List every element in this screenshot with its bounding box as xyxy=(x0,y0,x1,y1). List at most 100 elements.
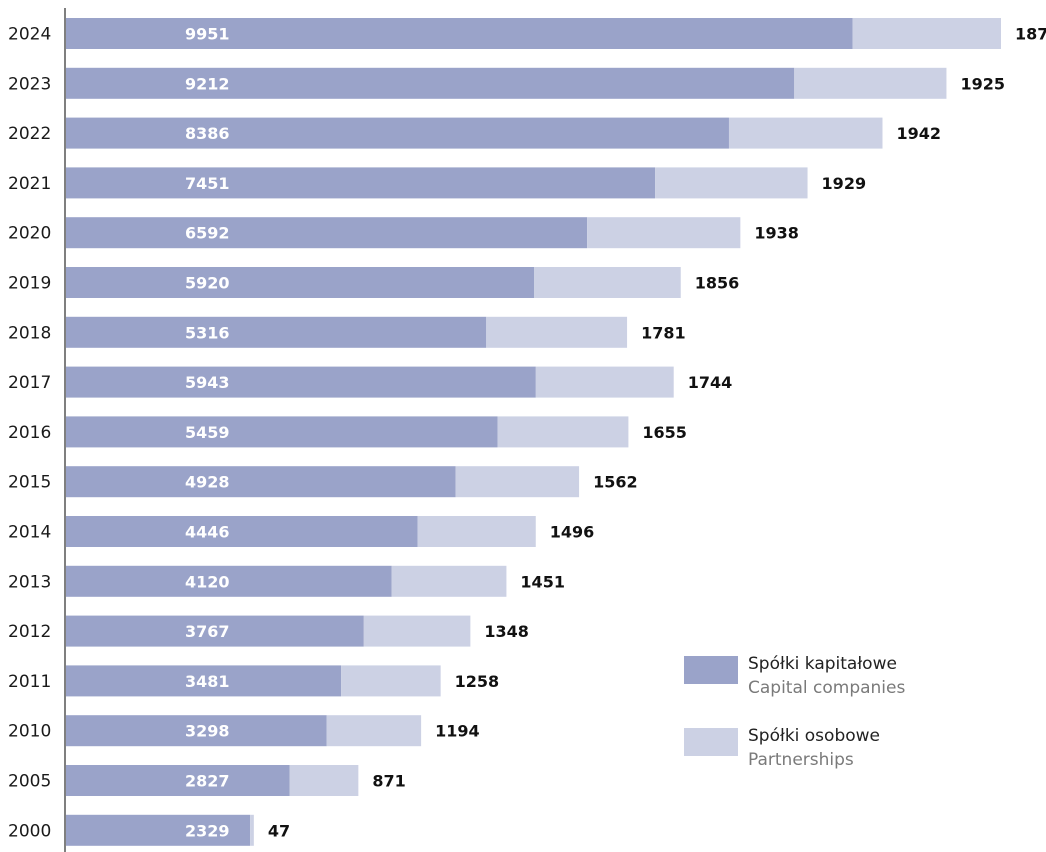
value-label-capital-companies: 4446 xyxy=(185,523,230,542)
bar-partnerships xyxy=(250,814,254,846)
value-label-partnerships: 1496 xyxy=(550,523,595,542)
value-label-capital-companies: 5459 xyxy=(185,423,230,442)
bar-capital-companies xyxy=(66,715,327,747)
year-label: 2000 xyxy=(8,821,51,841)
legend-label-pl: Spółki osobowe xyxy=(748,726,880,746)
bar-capital-companies xyxy=(66,466,456,498)
value-label-capital-companies: 3481 xyxy=(185,672,230,691)
bar-capital-companies xyxy=(66,814,251,846)
bar-partnerships xyxy=(391,565,507,597)
bar-group-2023: 2023 9212 1925 xyxy=(8,67,1005,99)
bar-capital-companies xyxy=(66,366,536,398)
bar-capital-companies xyxy=(66,217,588,249)
bar-group-2000: 2000 2329 47 xyxy=(8,814,290,846)
bar-partnerships xyxy=(535,366,674,398)
bar-capital-companies xyxy=(66,665,342,697)
value-label-capital-companies: 2827 xyxy=(185,772,230,791)
bar-capital-companies xyxy=(66,615,364,647)
year-label: 2019 xyxy=(8,274,51,294)
legend: Spółki kapitałowe Capital companies Spół… xyxy=(684,652,1024,796)
bars-layer: 2024 9951 1876 2023 9212 1925 2022 8386 1942 2021… xyxy=(8,18,1046,846)
year-label: 2016 xyxy=(8,423,51,443)
value-label-partnerships: 871 xyxy=(372,772,405,791)
value-label-partnerships: 47 xyxy=(268,821,290,840)
value-label-partnerships: 1856 xyxy=(695,274,740,293)
bar-group-2024: 2024 9951 1876 xyxy=(8,18,1046,49)
bar-group-2016: 2016 5459 1655 xyxy=(8,416,687,448)
year-label: 2022 xyxy=(8,124,51,144)
year-label: 2013 xyxy=(8,572,51,592)
year-label: 2018 xyxy=(8,323,51,343)
bar-capital-companies xyxy=(66,316,487,348)
year-label: 2017 xyxy=(8,373,51,393)
bar-capital-companies xyxy=(66,18,853,49)
value-label-partnerships: 1876 xyxy=(1015,25,1046,44)
value-label-partnerships: 1938 xyxy=(754,224,799,243)
value-label-partnerships: 1925 xyxy=(960,74,1005,93)
bar-group-2010: 2010 3298 1194 xyxy=(8,715,480,747)
value-label-capital-companies: 3767 xyxy=(185,622,230,641)
value-label-capital-companies: 9212 xyxy=(185,74,230,93)
value-label-capital-companies: 5920 xyxy=(185,274,230,293)
year-label: 2005 xyxy=(8,772,51,792)
value-label-partnerships: 1451 xyxy=(520,572,565,591)
value-label-capital-companies: 6592 xyxy=(185,224,230,243)
bar-partnerships xyxy=(486,316,628,348)
year-label: 2021 xyxy=(8,174,51,194)
value-label-capital-companies: 8386 xyxy=(185,124,230,143)
bar-partnerships xyxy=(455,466,580,498)
year-label: 2020 xyxy=(8,224,51,244)
bar-partnerships xyxy=(655,167,808,199)
bar-partnerships xyxy=(417,516,536,547)
bar-group-2019: 2019 5920 1856 xyxy=(8,267,739,298)
bar-group-2020: 2020 6592 1938 xyxy=(8,217,799,249)
value-label-partnerships: 1562 xyxy=(593,473,638,492)
year-label: 2010 xyxy=(8,722,51,742)
bar-group-2012: 2012 3767 1348 xyxy=(8,615,529,647)
bar-partnerships xyxy=(728,117,883,149)
bar-capital-companies xyxy=(66,565,392,597)
value-label-partnerships: 1781 xyxy=(641,323,686,342)
value-label-capital-companies: 2329 xyxy=(185,821,230,840)
bar-group-2014: 2014 4446 1496 xyxy=(8,516,594,547)
value-label-partnerships: 1655 xyxy=(642,423,687,442)
year-label: 2023 xyxy=(8,74,51,94)
bar-capital-companies xyxy=(66,117,729,149)
value-label-capital-companies: 5316 xyxy=(185,323,230,342)
bar-partnerships xyxy=(289,765,359,796)
bar-capital-companies xyxy=(66,267,535,298)
bar-partnerships xyxy=(326,715,422,747)
bar-partnerships xyxy=(852,18,1001,49)
bar-group-2018: 2018 5316 1781 xyxy=(8,316,686,348)
bar-capital-companies xyxy=(66,416,498,448)
value-label-partnerships: 1194 xyxy=(435,722,480,741)
value-label-partnerships: 1258 xyxy=(455,672,500,691)
bar-capital-companies xyxy=(66,765,290,796)
bar-group-2022: 2022 8386 1942 xyxy=(8,117,941,149)
bar-partnerships xyxy=(363,615,471,647)
bar-group-2017: 2017 5943 1744 xyxy=(8,366,733,398)
year-label: 2015 xyxy=(8,473,51,493)
value-label-partnerships: 1744 xyxy=(688,373,733,392)
value-label-capital-companies: 7451 xyxy=(185,174,230,193)
bar-partnerships xyxy=(534,267,681,298)
value-label-partnerships: 1929 xyxy=(822,174,867,193)
bar-group-2021: 2021 7451 1929 xyxy=(8,167,867,199)
value-label-partnerships: 1942 xyxy=(896,124,941,143)
year-label: 2011 xyxy=(8,672,51,692)
value-label-capital-companies: 5943 xyxy=(185,373,230,392)
value-label-capital-companies: 4120 xyxy=(185,572,230,591)
legend-item-partnerships: Spółki osobowe Partnerships xyxy=(684,724,1024,772)
value-label-capital-companies: 4928 xyxy=(185,473,230,492)
bar-partnerships xyxy=(497,416,629,448)
bar-group-2011: 2011 3481 1258 xyxy=(8,665,500,697)
legend-swatch-capital-companies xyxy=(684,656,738,684)
value-label-capital-companies: 3298 xyxy=(185,722,230,741)
year-label: 2012 xyxy=(8,622,51,642)
legend-label-en: Capital companies xyxy=(748,678,906,698)
legend-swatch-partnerships xyxy=(684,728,738,756)
bar-partnerships xyxy=(794,67,947,99)
bar-capital-companies xyxy=(66,167,656,199)
year-label: 2014 xyxy=(8,523,51,543)
